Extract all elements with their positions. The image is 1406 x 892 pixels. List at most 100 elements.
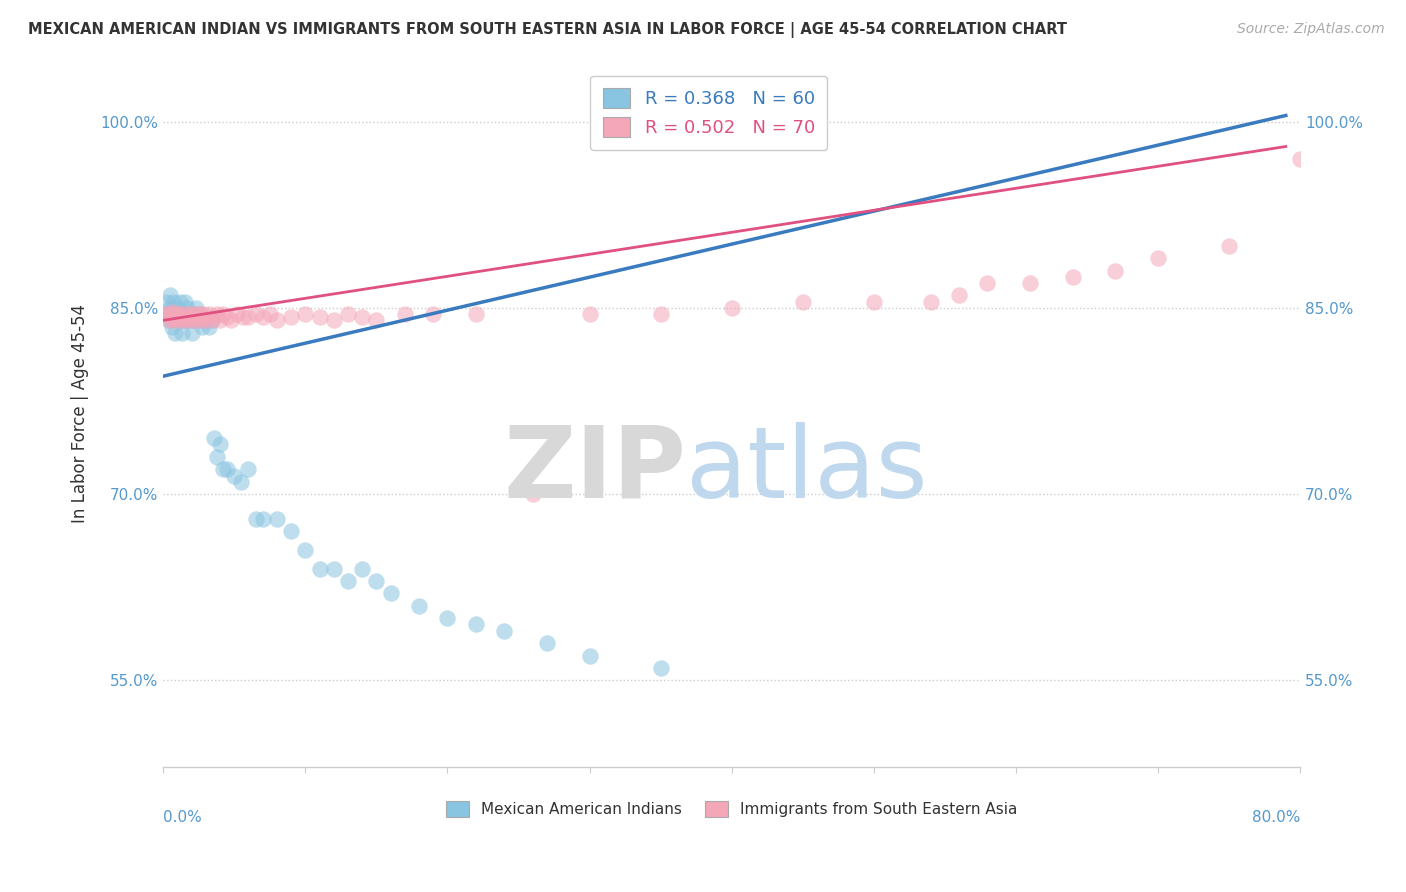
Point	[181, 313, 204, 327]
Point	[160, 319, 183, 334]
Point	[177, 313, 200, 327]
Point	[166, 301, 188, 315]
Point	[181, 307, 204, 321]
Point	[352, 310, 374, 324]
Point	[155, 307, 177, 321]
Point	[191, 313, 214, 327]
Point	[578, 307, 600, 321]
Point	[266, 512, 288, 526]
Point	[194, 313, 217, 327]
Point	[187, 310, 209, 324]
Point	[209, 313, 232, 327]
Point	[224, 468, 246, 483]
Point	[186, 313, 208, 327]
Point	[494, 624, 516, 638]
Point	[294, 307, 316, 321]
Point	[167, 307, 190, 321]
Point	[336, 574, 359, 588]
Point	[163, 326, 186, 340]
Point	[157, 313, 180, 327]
Point	[308, 561, 330, 575]
Point	[156, 294, 179, 309]
Point	[232, 310, 254, 324]
Point	[294, 543, 316, 558]
Point	[162, 304, 184, 318]
Point	[197, 307, 219, 321]
Point	[174, 313, 197, 327]
Point	[174, 313, 197, 327]
Point	[408, 599, 430, 613]
Point	[238, 310, 260, 324]
Point	[184, 307, 207, 321]
Point	[169, 307, 191, 321]
Point	[226, 307, 249, 321]
Point	[322, 313, 344, 327]
Point	[163, 310, 186, 325]
Point	[180, 326, 202, 340]
Text: atlas: atlas	[686, 422, 928, 518]
Point	[976, 276, 998, 290]
Point	[172, 313, 194, 327]
Point	[366, 574, 388, 588]
Point	[522, 487, 544, 501]
Point	[205, 450, 228, 464]
Point	[202, 431, 225, 445]
Point	[162, 294, 184, 309]
Point	[184, 301, 207, 315]
Point	[170, 307, 193, 321]
Point	[212, 462, 235, 476]
Point	[464, 307, 486, 321]
Point	[920, 294, 942, 309]
Point	[187, 313, 209, 327]
Text: 0.0%: 0.0%	[163, 810, 202, 825]
Point	[221, 313, 243, 327]
Point	[169, 294, 191, 309]
Text: ZIP: ZIP	[503, 422, 686, 518]
Point	[162, 307, 184, 321]
Point	[173, 294, 195, 309]
Point	[1019, 276, 1042, 290]
Point	[536, 636, 558, 650]
Point	[160, 313, 183, 327]
Point	[172, 310, 194, 325]
Point	[166, 313, 188, 327]
Point	[159, 301, 181, 315]
Point	[1218, 239, 1240, 253]
Point	[176, 310, 198, 324]
Text: MEXICAN AMERICAN INDIAN VS IMMIGRANTS FROM SOUTH EASTERN ASIA IN LABOR FORCE | A: MEXICAN AMERICAN INDIAN VS IMMIGRANTS FR…	[28, 22, 1067, 38]
Point	[245, 307, 267, 321]
Point	[650, 661, 672, 675]
Point	[231, 475, 253, 489]
Point	[176, 301, 198, 315]
Point	[394, 307, 416, 321]
Point	[245, 512, 267, 526]
Point	[202, 310, 225, 324]
Point	[165, 307, 187, 321]
Point	[157, 313, 180, 327]
Point	[212, 307, 235, 321]
Text: 80.0%: 80.0%	[1251, 810, 1301, 825]
Point	[173, 307, 195, 321]
Point	[191, 310, 214, 324]
Point	[217, 462, 239, 476]
Y-axis label: In Labor Force | Age 45-54: In Labor Force | Age 45-54	[72, 304, 89, 523]
Point	[266, 313, 288, 327]
Point	[156, 307, 179, 321]
Point	[197, 319, 219, 334]
Point	[180, 313, 202, 327]
Point	[1289, 152, 1312, 166]
Point	[578, 648, 600, 663]
Point	[464, 617, 486, 632]
Point	[352, 561, 374, 575]
Point	[948, 288, 970, 302]
Point	[165, 307, 187, 321]
Point	[252, 512, 274, 526]
Point	[1104, 263, 1126, 277]
Point	[170, 326, 193, 340]
Point	[280, 310, 302, 324]
Point	[366, 313, 388, 327]
Point	[183, 310, 205, 325]
Point	[159, 288, 181, 302]
Point	[194, 313, 217, 327]
Point	[792, 294, 814, 309]
